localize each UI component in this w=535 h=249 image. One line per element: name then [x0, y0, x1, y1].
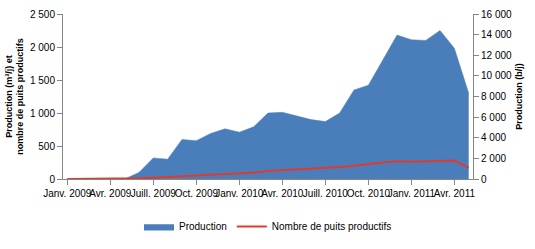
svg-text:Janv. 2009: Janv. 2009	[43, 188, 92, 199]
svg-text:2 000: 2 000	[481, 153, 506, 164]
svg-text:0: 0	[481, 174, 487, 185]
svg-text:Juill. 2010: Juill. 2010	[303, 188, 348, 199]
svg-text:500: 500	[38, 141, 55, 152]
svg-text:Janv. 2011: Janv. 2011	[388, 188, 436, 199]
svg-text:1 000: 1 000	[30, 108, 55, 119]
svg-text:Janv. 2010: Janv. 2010	[215, 188, 264, 199]
svg-text:Juill. 2009: Juill. 2009	[131, 188, 176, 199]
svg-text:2 000: 2 000	[30, 42, 55, 53]
svg-text:6 000: 6 000	[481, 112, 506, 123]
svg-text:Production (b/j): Production (b/j)	[514, 63, 524, 130]
svg-text:1 500: 1 500	[30, 75, 55, 86]
svg-text:14 000: 14 000	[481, 29, 512, 40]
svg-text:10 000: 10 000	[481, 70, 512, 81]
svg-text:Oct. 2009: Oct. 2009	[175, 188, 219, 199]
svg-text:Avr. 2010: Avr. 2010	[261, 188, 304, 199]
svg-text:Production: Production	[179, 221, 227, 232]
svg-text:4 000: 4 000	[481, 132, 506, 143]
svg-text:Avr. 2009: Avr. 2009	[89, 188, 132, 199]
svg-text:Production (m³/j) etnombre de: Production (m³/j) etnombre de puits prod…	[4, 38, 26, 155]
svg-text:2 500: 2 500	[30, 9, 55, 20]
svg-text:16 000: 16 000	[481, 9, 512, 20]
svg-text:8 000: 8 000	[481, 91, 506, 102]
svg-text:12 000: 12 000	[481, 50, 512, 61]
svg-text:Oct. 2010: Oct. 2010	[347, 188, 391, 199]
svg-text:Avr. 2011: Avr. 2011	[434, 188, 476, 199]
svg-text:Nombre de puits productifs: Nombre de puits productifs	[272, 221, 392, 232]
svg-text:0: 0	[49, 174, 55, 185]
